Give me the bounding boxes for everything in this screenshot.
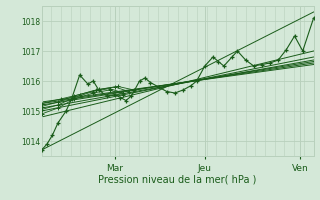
X-axis label: Pression niveau de la mer( hPa ): Pression niveau de la mer( hPa ) <box>99 174 257 184</box>
